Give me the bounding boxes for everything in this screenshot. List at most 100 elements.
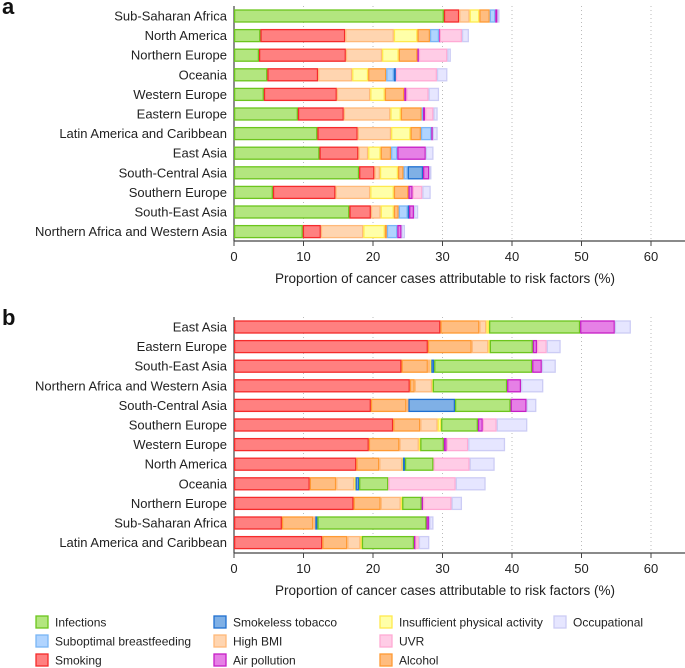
- bar-segment-infections: [233, 87, 264, 102]
- bar-segment-occupational: [425, 146, 434, 160]
- bar-segment-smoking: [233, 535, 323, 550]
- bar-segment-alcohol: [393, 418, 421, 432]
- bar-segment-occupational: [418, 535, 430, 550]
- bar-segment-uvr: [446, 437, 469, 452]
- bar-segment-high-bmi: [380, 496, 401, 511]
- bar-segment-alcohol: [368, 437, 400, 452]
- bar-segment-air-pollution: [532, 359, 542, 373]
- bar-segment-uvr: [536, 339, 547, 354]
- bar-segment-insufficient-physical-activity: [360, 535, 363, 550]
- bar-segment-smoking: [258, 48, 346, 62]
- bar-segment-air-pollution: [443, 437, 447, 452]
- bar-segment-infections: [420, 437, 444, 452]
- x-tick-label: 30: [435, 561, 449, 576]
- bar-segment-air-pollution: [431, 126, 434, 141]
- bar-segment-smoking: [233, 516, 283, 530]
- bar-segment-uvr: [433, 457, 470, 471]
- bar-segment-occupational: [413, 205, 419, 219]
- bar-segment-air-pollution: [510, 398, 527, 413]
- legend-label: Alcohol: [399, 654, 438, 668]
- legend-swatch: [379, 634, 393, 648]
- x-tick-label: 60: [644, 561, 658, 576]
- legend-label: Infections: [55, 616, 106, 630]
- x-tick-label: 40: [505, 249, 519, 264]
- bar-segment-alcohol: [427, 339, 472, 354]
- x-tick-label: 10: [296, 561, 310, 576]
- bar-segment-infections: [359, 477, 389, 491]
- category-label: Sub-Saharan Africa: [114, 9, 228, 24]
- bar-segment-infections: [404, 457, 434, 471]
- bar-segment-infections: [233, 205, 350, 219]
- bar-segment-suboptimal-breastfeeding: [421, 107, 424, 121]
- category-label: Northern Africa and Western Asia: [35, 224, 228, 239]
- category-label: Northern Africa and Western Asia: [35, 378, 228, 393]
- bar-segment-occupational: [401, 224, 406, 239]
- bar-segment-uvr: [388, 477, 456, 491]
- bar-segment-smoking: [272, 185, 336, 200]
- bar-segment-smoking: [233, 339, 428, 354]
- category-label: East Asia: [173, 146, 228, 161]
- legend-swatch: [213, 634, 227, 648]
- bar-segment-smokeless-tobacco: [408, 398, 456, 413]
- bar-segment-air-pollution: [408, 185, 413, 200]
- bar-segment-occupational: [436, 68, 448, 82]
- legend-item: High BMI: [213, 634, 282, 649]
- category-label: Sub-Saharan Africa: [114, 516, 228, 531]
- bar-segment-suboptimal-breastfeeding: [420, 126, 432, 141]
- legend-item: Smoking: [35, 653, 102, 668]
- category-label: Southern Europe: [129, 185, 227, 200]
- bar-segment-smokeless-tobacco: [431, 359, 435, 373]
- bar-segment-infections: [233, 126, 318, 141]
- x-tick-label: 0: [230, 561, 237, 576]
- bar-segment-uvr: [439, 28, 463, 43]
- bar-segment-smokeless-tobacco: [407, 205, 410, 219]
- bar-segment-air-pollution: [397, 224, 402, 239]
- bar-segment-insufficient-physical-activity: [400, 496, 403, 511]
- bar-segment-high-bmi: [459, 9, 470, 23]
- bar-segment-air-pollution: [477, 418, 483, 432]
- bar-segment-uvr: [395, 68, 437, 82]
- bar-segment-alcohol: [417, 28, 431, 43]
- bar-segment-air-pollution: [422, 166, 430, 180]
- bar-segment-smokeless-tobacco: [402, 457, 406, 471]
- bar-segment-infections: [434, 359, 533, 373]
- bar-segment-smoking: [319, 146, 359, 160]
- legend-swatch: [213, 615, 227, 629]
- bar-segment-high-bmi: [399, 437, 419, 452]
- bar-segment-high-bmi: [414, 379, 433, 393]
- legend: Infections Suboptimal breastfeeding Smokin…: [35, 615, 643, 668]
- bar-segment-high-bmi: [357, 126, 392, 141]
- category-label: Latin America and Caribbean: [59, 126, 227, 141]
- bar-segment-alcohol: [353, 496, 381, 511]
- bar-segment-alcohol: [322, 535, 348, 550]
- category-label: Eastern Europe: [137, 339, 227, 354]
- bar-segment-insufficient-physical-activity: [363, 224, 385, 239]
- bar-segment-infections: [233, 185, 273, 200]
- bar-segment-occupational: [429, 516, 434, 530]
- bar-segment-uvr: [415, 535, 419, 550]
- bar-segment-occupational: [496, 418, 528, 432]
- panel-b: b 0 10 20 30 40 50 60 Proportion of cancer cases…: [2, 305, 685, 598]
- x-tick-label: 60: [644, 249, 658, 264]
- bar-segment-occupational: [526, 398, 537, 413]
- legend-item: Insufficient physical activity: [379, 615, 543, 630]
- legend-item: Occupational: [553, 615, 643, 630]
- bar-segment-insufficient-physical-activity: [437, 418, 442, 432]
- bar-segment-uvr: [418, 48, 448, 62]
- bar-segment-occupational: [433, 107, 438, 121]
- bar-segment-high-bmi: [406, 398, 409, 413]
- legend-swatch: [35, 653, 49, 667]
- bar-segment-occupational: [546, 339, 561, 354]
- bar-segment-suboptimal-breastfeeding: [398, 205, 408, 219]
- bar-segment-alcohol: [410, 126, 422, 141]
- bar-segment-smoking: [263, 87, 337, 102]
- bar-segment-occupational: [428, 87, 440, 102]
- legend-swatch: [213, 653, 227, 667]
- bar-segment-alcohol: [380, 146, 392, 160]
- category-label: Southern Europe: [129, 418, 227, 433]
- bar-segment-smoking: [260, 28, 346, 43]
- category-label: South-Central Asia: [119, 165, 228, 180]
- category-label: East Asia: [173, 320, 228, 335]
- bar-segment-suboptimal-breastfeeding: [386, 68, 394, 82]
- bar-segment-occupational: [429, 166, 432, 180]
